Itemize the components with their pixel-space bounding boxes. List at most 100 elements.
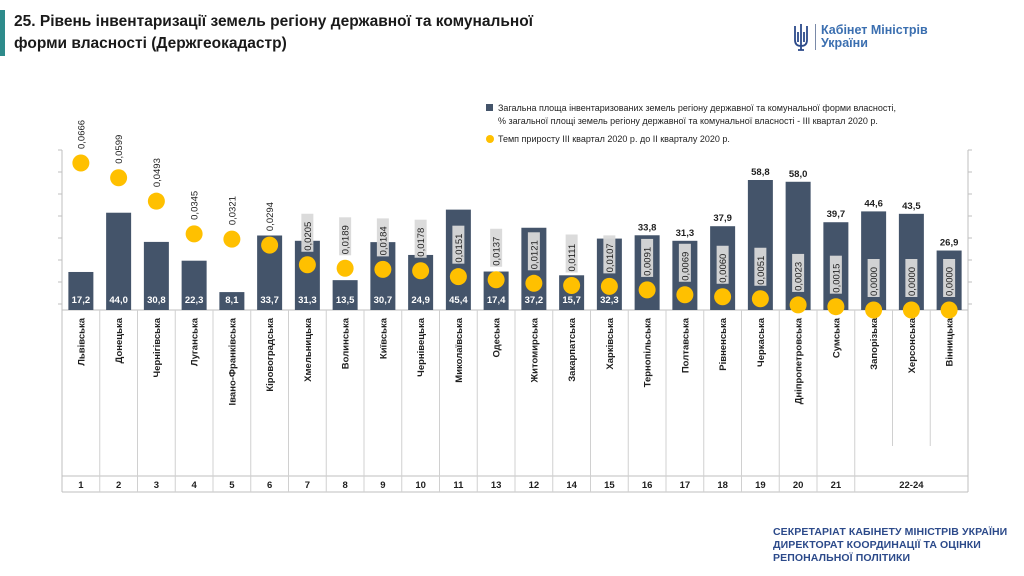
rank-label: 1 xyxy=(78,480,84,491)
bar-value-label: 24,9 xyxy=(411,295,430,306)
rank-label: 9 xyxy=(380,480,385,491)
growth-value-label: 0,0189 xyxy=(341,225,352,254)
category-label: Сумська xyxy=(831,317,842,358)
category-label: Харківська xyxy=(605,317,616,369)
bar-7 xyxy=(294,240,320,310)
rank-label: 16 xyxy=(642,480,653,491)
growth-dot xyxy=(563,277,581,294)
bar-4 xyxy=(181,260,207,310)
legend-swatch-dots xyxy=(486,135,494,143)
category-label-text: Дніпропетровська xyxy=(794,317,805,404)
category-label: Хмельницька xyxy=(303,317,314,382)
growth-label-box xyxy=(527,232,540,271)
rank-label: 21 xyxy=(831,480,842,491)
rank-labels: 1 2 3 4 5 6 7 8 9 10 11 13 12 14 15 16 17 18 19 20 21 22-24 xyxy=(78,480,924,491)
growth-dot xyxy=(298,256,316,274)
footer-line-1: СЕКРЕТАРІАТ КАБІНЕТУ МІНІСТРІВ УКРАЇНИ xyxy=(773,526,1008,538)
growth-label: 0,0137 xyxy=(490,228,503,267)
bar-value-label: 30,8 xyxy=(147,295,166,306)
rank-label: 6 xyxy=(267,480,272,491)
growth-label-box xyxy=(376,218,389,257)
bar-5 xyxy=(219,292,245,310)
category-label: Херсонська xyxy=(907,317,918,373)
category-label-text: Луганська xyxy=(190,317,201,366)
rank-label: 10 xyxy=(415,480,426,491)
growth-value-label: 0,0205 xyxy=(303,222,314,251)
growth-label: 0,0189 xyxy=(339,217,352,256)
growth-dot xyxy=(449,268,467,286)
category-label: Івано-Франківська xyxy=(227,317,238,405)
category-label: Рівненська xyxy=(718,317,729,370)
growth-value-label: 0,0107 xyxy=(605,243,616,272)
growth-label-box xyxy=(339,217,352,256)
rank-label: 14 xyxy=(566,480,577,491)
growth-dot xyxy=(223,230,241,248)
growth-value-label: 0,0493 xyxy=(152,158,163,187)
growth-label-box xyxy=(301,213,314,252)
page-title: 25. Рівень інвентаризації земель регіону… xyxy=(14,11,614,55)
growth-dot xyxy=(751,290,769,308)
growth-dot xyxy=(940,301,958,319)
growth-value-label: 0,0000 xyxy=(869,267,880,296)
growth-value-label: 0,0015 xyxy=(831,264,842,293)
category-labels: Львівська Донецька Чернігівська Луганська Ів… xyxy=(76,317,955,405)
rank-label: 7 xyxy=(305,480,310,491)
category-label: Волинська xyxy=(341,317,352,369)
rank-label: 19 xyxy=(755,480,766,491)
growth-dot xyxy=(714,288,732,306)
growth-dot xyxy=(72,154,90,172)
bar-3 xyxy=(143,241,169,310)
growth-label-box xyxy=(641,238,654,277)
category-label: Київська xyxy=(378,317,389,359)
bars-series: 17,2 44,0 30,8 22,3 8,1 33,7 31,3 13,5 30,7 24,9 4… xyxy=(68,167,962,310)
bar-value-label: 33,8 xyxy=(638,222,657,233)
bar-value-label: 44,6 xyxy=(864,198,883,209)
growth-label: 0,0060 xyxy=(716,245,729,284)
growth-label: 0,0015 xyxy=(829,255,842,294)
rank-label: 17 xyxy=(680,480,691,491)
category-label-text: Запорізька xyxy=(869,317,880,370)
bar-value-label: 17,4 xyxy=(487,295,506,306)
growth-dot xyxy=(600,277,618,295)
bar-value-label: 15,7 xyxy=(562,295,581,306)
rank-label: 13 xyxy=(491,480,502,491)
growth-label: 0,0069 xyxy=(678,243,691,282)
growth-label-box xyxy=(414,219,427,258)
growth-dot xyxy=(865,301,883,319)
category-label-text: Чернівецька xyxy=(416,317,427,377)
growth-label: 0,0000 xyxy=(905,259,918,297)
category-label-text: Чернігівська xyxy=(152,317,163,377)
footer-org: СЕКРЕТАРІАТ КАБІНЕТУ МІНІСТРІВ УКРАЇНИ Д… xyxy=(773,526,1007,565)
growth-value-label: 0,0294 xyxy=(265,202,276,231)
growth-label: 0,0051 xyxy=(754,247,767,286)
growth-dot xyxy=(902,301,920,319)
category-label-text: Херсонська xyxy=(907,317,918,373)
bar-value-label: 31,3 xyxy=(676,228,695,239)
trident-icon xyxy=(794,24,808,51)
growth-value-label: 0,0000 xyxy=(907,267,918,296)
growth-value-label: 0,0091 xyxy=(643,247,654,276)
category-label-text: Вінницька xyxy=(945,317,956,366)
bar-1 xyxy=(68,271,94,310)
growth-label-box xyxy=(565,234,578,273)
bar-value-label: 33,7 xyxy=(260,295,279,306)
category-label: Чернігівська xyxy=(152,317,163,377)
growth-label-box xyxy=(867,259,880,297)
bar-value-label: 39,7 xyxy=(827,209,846,220)
title-accent-bar xyxy=(0,10,5,56)
bar-value-label: 37,9 xyxy=(713,213,732,224)
legend-label-bars-1: Загальна площа інвентаризованих земель р… xyxy=(498,103,896,113)
footer-line-3: РЕПОНАЛЬНОЇ ПОЛІТИКИ xyxy=(773,552,911,564)
cabinet-logo: Кабінет Міністрів України xyxy=(792,22,928,52)
bar-value-label: 44,0 xyxy=(109,295,128,306)
rank-label: 15 xyxy=(604,480,615,491)
growth-label: 0,0107 xyxy=(603,235,616,274)
growth-dot xyxy=(147,192,165,210)
growth-dot xyxy=(789,296,807,314)
category-label: Львівська xyxy=(76,317,87,365)
growth-label-box xyxy=(943,259,956,297)
bar-19 xyxy=(747,180,773,310)
category-label: Запорізька xyxy=(869,317,880,370)
growth-label: 0,0294 xyxy=(265,202,276,231)
